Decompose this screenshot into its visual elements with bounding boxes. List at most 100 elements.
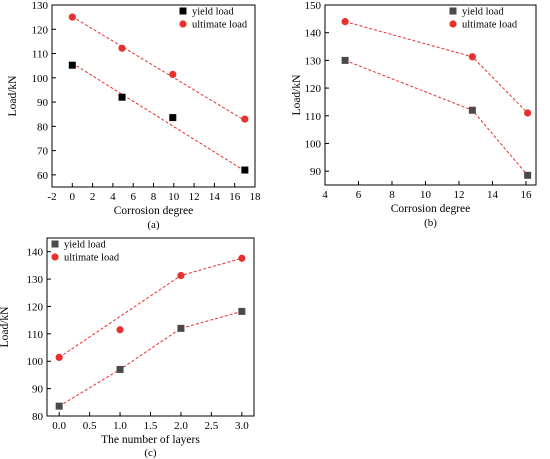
data-point-ultimate-load	[116, 326, 124, 334]
y-tick-label: 120	[27, 301, 44, 313]
x-tick-label: 16	[520, 189, 532, 201]
y-tick-label: 110	[27, 329, 44, 341]
data-point-yield-load	[238, 307, 246, 315]
y-tick-label: 110	[32, 49, 49, 61]
data-point-ultimate-load	[169, 70, 177, 79]
data-point-ultimate-load	[524, 109, 532, 117]
y-tick-label: 150	[305, 0, 322, 12]
x-tick-label: 0.5	[83, 420, 97, 432]
data-point-yield-load	[341, 56, 349, 64]
data-point-yield-load	[468, 106, 476, 114]
plot-frame	[51, 4, 256, 188]
x-tick-label: 2.5	[205, 420, 219, 432]
y-tick-label: 70	[37, 146, 49, 158]
data-point-ultimate-load	[177, 271, 185, 280]
legend-label: yield load	[64, 240, 106, 251]
legend-label: yield load	[192, 7, 234, 18]
data-point-ultimate-load	[68, 13, 76, 21]
x-tick-label: 14	[209, 191, 221, 203]
plot-frame	[324, 4, 537, 186]
y-tick-label: 80	[37, 121, 49, 133]
x-axis-label: Corrosion degree	[114, 205, 194, 217]
x-tick-label: 8	[151, 191, 157, 203]
data-point-ultimate-load	[341, 18, 349, 26]
y-tick-label: 100	[27, 356, 44, 368]
x-tick-label: -2	[47, 191, 56, 203]
panel-label: (c)	[144, 447, 157, 459]
y-axis-label: Load/kN	[7, 75, 19, 117]
data-point-yield-load	[177, 324, 185, 332]
y-axis-label: Load/kN	[0, 306, 11, 348]
x-tick-label: 3.0	[235, 420, 249, 432]
x-tick-label: 10	[168, 191, 180, 203]
x-tick-label: 4	[110, 191, 116, 203]
y-tick-label: 100	[32, 73, 49, 85]
legend-label: ultimate load	[192, 20, 248, 31]
legend-marker	[449, 20, 457, 28]
x-tick-label: 1.5	[144, 420, 158, 432]
data-point-yield-load	[68, 61, 76, 69]
x-tick-label: 8	[389, 189, 395, 201]
chart-panel-a: -2 0 2 4 6 8 10 12 14 16 18 60 70 80 90 100 110 120 130 Cor…	[7, 0, 261, 231]
x-tick-label: 6	[356, 189, 362, 201]
x-tick-label: 16	[229, 191, 241, 203]
y-tick-label: 100	[305, 138, 322, 150]
dashed-line-ultimate-load	[72, 16, 246, 121]
x-tick-label: 18	[250, 191, 262, 203]
x-tick-label: 0.0	[52, 420, 66, 432]
legend-label: ultimate load	[462, 20, 518, 31]
data-point-yield-load	[524, 171, 532, 179]
y-tick-label: 90	[37, 97, 49, 109]
x-tick-label: 10	[420, 189, 432, 201]
data-point-ultimate-load	[238, 254, 246, 262]
y-tick-label: 130	[32, 0, 49, 12]
x-tick-label: 0	[70, 191, 76, 203]
y-axis-label: Load/kN	[291, 74, 303, 116]
legend-label: ultimate load	[64, 253, 120, 264]
x-tick-label: 12	[189, 191, 200, 203]
x-tick-label: 12	[453, 189, 464, 201]
x-tick-label: 2.0	[174, 420, 188, 432]
x-axis-label: Corrosion degree	[391, 203, 471, 215]
dashed-line-yield-load	[72, 62, 246, 172]
panel-label: (a)	[147, 219, 160, 231]
dashed-line-ultimate-load	[344, 21, 528, 114]
y-tick-label: 140	[27, 247, 44, 259]
x-tick-label: 14	[487, 189, 499, 201]
data-point-yield-load	[118, 93, 126, 101]
dashed-line-yield-load	[58, 310, 242, 407]
dashed-line-yield-load	[344, 59, 529, 176]
y-tick-label: 120	[32, 24, 49, 36]
data-point-yield-load	[55, 402, 63, 410]
y-tick-label: 90	[310, 166, 322, 178]
y-tick-label: 120	[305, 83, 322, 95]
y-tick-label: 140	[305, 28, 322, 40]
chart-panel-c: 0.0 0.5 1.0 1.5 2.0 2.5 3.0 80 90 100 110 120 130 140…	[0, 237, 255, 459]
x-axis-label: The number of layers	[101, 434, 200, 446]
legend-marker	[449, 7, 457, 15]
legend-label: yield load	[462, 7, 504, 18]
y-tick-label: 130	[305, 55, 322, 67]
legend-marker	[51, 253, 59, 261]
data-point-ultimate-load	[118, 44, 126, 52]
y-tick-label: 60	[37, 170, 49, 182]
x-tick-label: 2	[90, 191, 96, 203]
data-point-yield-load	[169, 114, 177, 122]
dashed-line-ultimate-load	[58, 257, 242, 358]
data-point-yield-load	[116, 365, 124, 373]
legend-marker	[179, 7, 187, 15]
data-point-yield-load	[241, 166, 249, 174]
legend-marker	[179, 20, 187, 28]
x-tick-label: 6	[130, 191, 136, 203]
data-point-ultimate-load	[241, 115, 249, 123]
plot-frame	[46, 237, 255, 417]
x-tick-label: 4	[322, 189, 328, 201]
y-tick-label: 110	[305, 111, 322, 123]
y-tick-label: 80	[32, 411, 44, 423]
data-point-ultimate-load	[55, 353, 63, 361]
chart-panel-b: 4 6 8 10 12 14 16 90 100 110 120 130 140 150 Corrosion…	[291, 0, 537, 229]
panel-label: (b)	[424, 217, 437, 229]
x-tick-label: 1.0	[113, 420, 127, 432]
y-tick-label: 90	[32, 384, 44, 396]
